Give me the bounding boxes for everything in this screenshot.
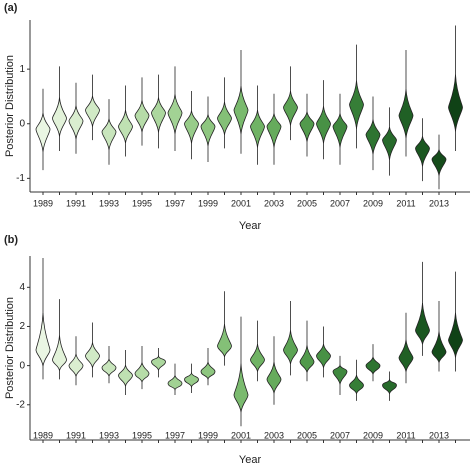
y-tick-label: 4 <box>19 282 25 293</box>
violin <box>365 356 381 375</box>
violin <box>35 313 51 367</box>
x-tick-label: 1989 <box>33 198 53 208</box>
x-tick-label: 2007 <box>330 198 350 208</box>
y-tick-label: 0 <box>19 360 25 371</box>
x-tick-label: 2011 <box>396 430 415 440</box>
violin <box>431 149 447 176</box>
x-tick-label: 2009 <box>363 198 383 208</box>
y-axis-title: Posterior Distribution <box>4 55 16 157</box>
y-tick-label: -2 <box>16 399 25 410</box>
violin <box>200 114 216 147</box>
violin <box>167 94 183 134</box>
x-tick-label: 1993 <box>99 198 119 208</box>
violin <box>184 371 199 389</box>
violin <box>398 89 414 139</box>
violin <box>316 106 331 144</box>
violin <box>448 74 463 132</box>
violin <box>200 361 216 381</box>
violin <box>151 354 166 371</box>
violin <box>382 378 397 394</box>
violin <box>316 344 331 368</box>
violin <box>85 342 100 368</box>
x-tick-label: 1993 <box>99 430 119 440</box>
x-tick-label: 2001 <box>231 198 251 208</box>
x-tick-label: 2001 <box>231 430 251 440</box>
violin <box>217 324 232 357</box>
violin <box>332 113 348 148</box>
violin <box>118 110 133 144</box>
x-tick-label: 2005 <box>297 198 317 208</box>
violin <box>52 97 67 137</box>
violin <box>35 113 51 152</box>
panel-label: (a) <box>4 2 18 14</box>
violin <box>250 344 265 372</box>
violin <box>266 113 282 148</box>
violin <box>448 312 463 358</box>
panel-label: (b) <box>4 234 18 246</box>
x-tick-label: 2007 <box>330 430 350 440</box>
violin <box>415 136 430 167</box>
x-tick-label: 1997 <box>165 198 185 208</box>
y-tick-label: 1 <box>19 64 25 75</box>
x-tick-label: 1997 <box>165 430 185 440</box>
x-tick-label: 2013 <box>429 430 449 440</box>
x-axis-title: Year <box>239 454 262 466</box>
violin <box>167 375 183 392</box>
violin <box>151 97 166 133</box>
violin <box>299 111 315 142</box>
x-tick-label: 2011 <box>396 198 415 208</box>
x-tick-label: 1999 <box>198 198 218 208</box>
x-tick-label: 2013 <box>429 198 449 208</box>
violin <box>431 331 447 363</box>
violin <box>52 335 67 371</box>
x-tick-label: 1991 <box>66 198 86 208</box>
x-tick-label: 1995 <box>132 198 152 208</box>
violin <box>118 365 133 387</box>
violin <box>382 126 397 160</box>
violin <box>283 90 298 126</box>
y-tick-label: 2 <box>19 321 25 332</box>
x-tick-label: 1989 <box>33 430 53 440</box>
violin <box>233 363 249 413</box>
violin <box>299 345 315 373</box>
violin <box>250 110 265 148</box>
violin <box>365 119 381 155</box>
violin <box>266 362 282 394</box>
violin <box>101 358 117 377</box>
violin <box>233 86 249 135</box>
x-tick-label: 2003 <box>264 198 284 208</box>
violin <box>332 363 348 385</box>
violin <box>349 374 364 394</box>
x-tick-label: 1991 <box>66 430 86 440</box>
violin <box>85 95 100 127</box>
violin <box>68 353 84 377</box>
y-tick-label: 0 <box>19 118 25 129</box>
x-axis-title: Year <box>239 220 262 232</box>
x-tick-label: 2003 <box>264 430 284 440</box>
violin <box>134 100 150 133</box>
x-tick-label: 2005 <box>297 430 317 440</box>
violin <box>283 330 298 365</box>
violin <box>184 110 199 144</box>
y-axis-title: Posterior Distribution <box>4 297 16 399</box>
violin <box>415 302 430 345</box>
x-tick-label: 1995 <box>132 430 152 440</box>
violin <box>134 362 150 383</box>
y-tick-label: -1 <box>16 173 25 184</box>
x-tick-label: 1999 <box>198 430 218 440</box>
violin <box>349 80 364 129</box>
violin <box>68 105 84 140</box>
violin <box>101 118 117 151</box>
violin <box>398 339 414 372</box>
x-tick-label: 2009 <box>363 430 383 440</box>
violin <box>217 101 232 135</box>
